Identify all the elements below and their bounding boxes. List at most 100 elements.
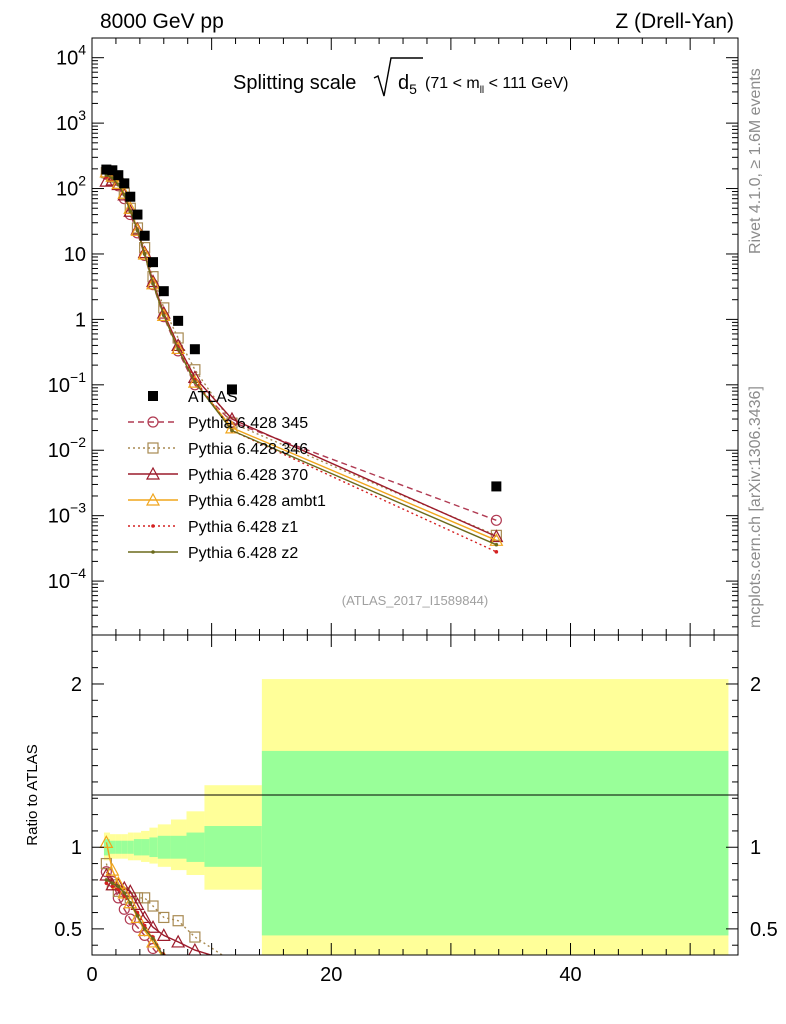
main-ambt1-point xyxy=(146,276,161,290)
ratio-z2-point xyxy=(110,881,115,885)
main-z2-point xyxy=(142,252,147,256)
ratio-p370-point xyxy=(156,928,171,942)
ratio-z2 xyxy=(104,878,165,955)
mcplots-label: mcplots.cern.ch [arXiv:1306.3436] xyxy=(747,386,764,628)
legend-item-z1: Pythia 6.428 z1 xyxy=(128,519,298,536)
main-z2-point xyxy=(110,176,115,180)
main-ambt1-point xyxy=(130,223,145,236)
ratio-p346-point xyxy=(147,900,159,912)
ratio-z2-point xyxy=(122,891,127,895)
ratio-p370-point xyxy=(137,910,152,924)
ratio-p346-point xyxy=(139,892,151,904)
legend: ATLAS Pythia 6.428 345 Pythia 6.428 346 Pyt… xyxy=(128,389,326,562)
ratio-p346-point xyxy=(227,957,237,967)
main-z2-point xyxy=(193,380,197,384)
ratio-p370-point xyxy=(188,942,202,955)
main-ambt1-point xyxy=(137,246,152,260)
x-tick-label: 0 xyxy=(86,964,97,986)
main-atlas-point xyxy=(132,209,143,220)
plot-title-range-sub: ll xyxy=(480,85,484,96)
ratio-p345-point xyxy=(118,903,130,915)
plot-title-symbol: d5 xyxy=(398,72,417,97)
ratio-p346-point xyxy=(172,915,184,927)
ratio-p370-point xyxy=(171,934,186,948)
main-atlas-point xyxy=(101,164,112,175)
main-p346 xyxy=(100,167,502,541)
y-tick-label: 10−3 xyxy=(48,500,86,528)
ratio-plot: 0.5 0.51 12 20 20 40 Ratio to ATLAS xyxy=(24,634,778,986)
main-z2-point xyxy=(151,281,155,286)
main-atlas-point xyxy=(148,257,159,268)
main-atlas-point xyxy=(173,315,184,326)
main-p370-point xyxy=(224,411,239,425)
ratio-y-tick-label: 2 xyxy=(750,674,761,696)
ratio-band-inner xyxy=(133,839,142,856)
ratio-z2-point xyxy=(128,900,133,905)
ratio-band-inner xyxy=(149,837,158,858)
main-atlas xyxy=(101,164,502,492)
main-p345-point xyxy=(490,514,502,526)
legend-marker xyxy=(151,524,155,528)
main-atlas-point xyxy=(226,384,237,395)
main-p346-point xyxy=(189,364,201,376)
main-p370 xyxy=(99,172,504,543)
main-z2-point xyxy=(176,347,180,352)
ratio-band-inner xyxy=(115,840,122,854)
y-tick-label: 10 xyxy=(64,244,86,266)
legend-label: Pythia 6.428 345 xyxy=(188,415,308,432)
legend-item-p370: Pythia 6.428 370 xyxy=(128,466,308,484)
y-tick-label: 103 xyxy=(56,107,86,135)
ratio-y-tick-label: 0.5 xyxy=(54,919,82,941)
rivet-label: Rivet 4.1.0, ≥ 1.6M events xyxy=(747,68,764,254)
x-tick-label: 40 xyxy=(559,964,581,986)
y-tick-label: 10−4 xyxy=(48,565,86,593)
ratio-y-label: Ratio to ATLAS xyxy=(24,744,41,845)
main-atlas-point xyxy=(158,286,169,297)
main-z1-point xyxy=(494,550,499,554)
legend-item-ambt1: Pythia 6.428 ambt1 xyxy=(128,492,326,510)
legend-label: Pythia 6.428 z2 xyxy=(188,545,298,562)
ratio-band-inner xyxy=(141,839,150,856)
main-z2-point xyxy=(122,193,127,197)
main-z2-line xyxy=(106,174,497,546)
ratio-p346-point xyxy=(189,931,201,943)
ratio-z2-point xyxy=(151,936,155,941)
main-atlas-point xyxy=(125,191,136,202)
ratio-ambt1-point xyxy=(123,895,138,909)
main-p370-point xyxy=(137,245,152,259)
ratio-z2-point xyxy=(135,914,140,918)
ratio-p345-point xyxy=(159,957,169,967)
legend-item-z2: Pythia 6.428 z2 xyxy=(128,545,298,562)
ratio-band-inner xyxy=(261,750,729,936)
main-axis-ticks: 10−4 10−3 10−2 10−1 1 10 102 103 104 xyxy=(48,37,739,635)
legend-marker xyxy=(147,442,159,454)
legend-marker xyxy=(148,391,158,401)
ratio-band-inner xyxy=(127,840,134,854)
ratio-z2-point xyxy=(104,878,109,882)
ratio-p370-line xyxy=(105,874,214,955)
main-atlas-point xyxy=(139,230,150,241)
plot-title-sub: 5 xyxy=(409,81,417,97)
header-right: Z (Drell-Yan) xyxy=(615,10,734,33)
plot-title-range: (71 < mll < 111 GeV) xyxy=(425,75,568,96)
main-p370-point xyxy=(489,529,504,543)
main-z2-point xyxy=(230,428,234,433)
ratio-z1-point xyxy=(104,881,109,885)
main-ambt1-point xyxy=(123,200,138,214)
main-z2-point xyxy=(494,542,499,547)
main-ambt1-line xyxy=(105,171,497,541)
legend-item-p346: Pythia 6.428 346 xyxy=(128,441,308,458)
legend-label: Pythia 6.428 370 xyxy=(188,467,308,484)
main-ambt1-point xyxy=(187,374,202,388)
ratio-ambt1-point xyxy=(137,923,152,937)
legend-label: Pythia 6.428 z1 xyxy=(188,519,298,536)
ratio-z1-point xyxy=(116,887,121,892)
y-tick-label: 10−2 xyxy=(48,434,86,462)
main-atlas-point xyxy=(491,481,502,492)
main-ambt1-point xyxy=(156,308,171,322)
main-z2-point xyxy=(135,228,140,233)
ratio-y-tick-label: 2 xyxy=(71,674,82,696)
ratio-p345-point xyxy=(124,913,136,925)
ratio-p370 xyxy=(99,867,233,955)
plot-title-text: Splitting scale xyxy=(233,72,356,94)
